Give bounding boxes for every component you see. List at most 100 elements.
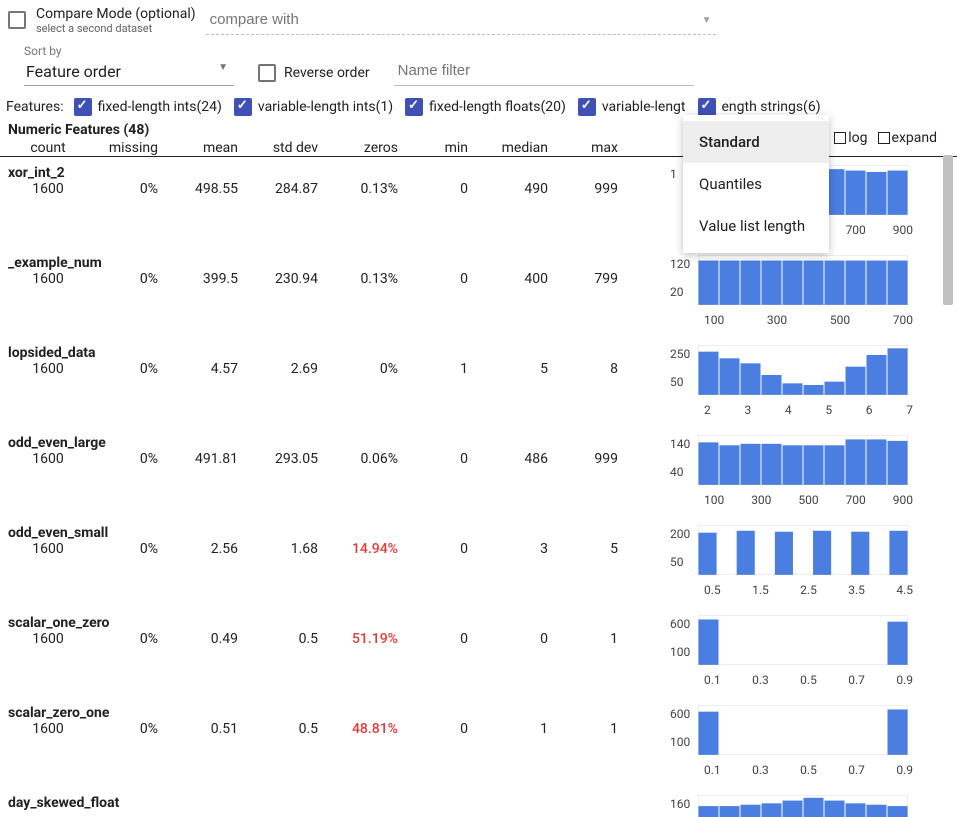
stat-value: 0.13%: [318, 181, 398, 197]
features-label: Features:: [6, 99, 64, 115]
stat-value: 490: [468, 181, 548, 197]
x-tick-label: 500: [830, 313, 850, 327]
compare-with-input[interactable]: [206, 5, 716, 35]
x-tick-label: 4: [785, 403, 792, 417]
dropdown-item[interactable]: Value list length: [683, 205, 829, 247]
feature-name[interactable]: _example_num: [8, 255, 648, 271]
log-label: log: [848, 130, 867, 146]
column-header[interactable]: min: [398, 140, 468, 156]
column-header[interactable]: max: [548, 140, 618, 156]
stat-value: 0: [468, 631, 548, 647]
stat-value: 4.57: [158, 361, 238, 377]
stat-value: 486: [468, 451, 548, 467]
feature-name[interactable]: odd_even_small: [8, 525, 648, 541]
histogram-chart[interactable]: 6001000.10.30.50.70.9: [698, 615, 919, 687]
column-header[interactable]: count: [8, 140, 88, 156]
log-toggle[interactable]: log: [834, 130, 867, 146]
x-tick-label: 700: [846, 493, 866, 507]
feature-name[interactable]: odd_even_large: [8, 435, 648, 451]
reverse-order-label: Reverse order: [284, 65, 370, 81]
chevron-down-icon[interactable]: ▼: [702, 15, 712, 26]
feature-name[interactable]: day_skewed_float: [8, 795, 648, 811]
feature-filter-item[interactable]: ength strings(6): [698, 98, 821, 116]
expand-label: expand: [892, 130, 937, 146]
histogram-chart[interactable]: 200500.51.52.53.54.5: [698, 525, 919, 597]
feature-filter-label: fixed-length floats(20): [429, 99, 566, 115]
y-tick-label: 120: [670, 257, 690, 271]
x-tick-label: 3: [744, 403, 751, 417]
stat-value: 230.94: [238, 271, 318, 287]
x-tick-label: 0.1: [704, 673, 721, 687]
feature-filter-item[interactable]: variable-length ints(1): [234, 98, 393, 116]
feature-filter-item[interactable]: variable-lengt: [578, 98, 686, 116]
feature-name[interactable]: scalar_one_zero: [8, 615, 648, 631]
feature-row: day_skewed_float 160: [0, 787, 957, 817]
histogram-chart[interactable]: 6001000.10.30.50.70.9: [698, 705, 919, 777]
stat-value: 0: [398, 541, 468, 557]
chart-type-dropdown: StandardQuantilesValue list length: [683, 115, 829, 253]
x-tick-label: 500: [798, 493, 818, 507]
stat-value: 48.81%: [318, 721, 398, 737]
stat-value: 1600: [8, 721, 88, 737]
column-header[interactable]: zeros: [318, 140, 398, 156]
y-tick-label: 50: [670, 375, 690, 389]
scrollbar-thumb[interactable]: [943, 155, 953, 305]
column-header[interactable]: median: [468, 140, 548, 156]
x-tick-label: 4.5: [896, 583, 913, 597]
feature-filter-label: fixed-length ints(24): [98, 99, 222, 115]
stat-value: 1600: [8, 451, 88, 467]
stat-value: 0: [398, 721, 468, 737]
feature-filter-checkbox[interactable]: [405, 98, 423, 116]
stat-value: 0%: [88, 451, 158, 467]
stat-value: 0%: [88, 541, 158, 557]
y-tick-label: 160: [670, 797, 690, 811]
dropdown-item[interactable]: Standard: [683, 121, 829, 163]
x-tick-label: 2: [704, 403, 711, 417]
column-header[interactable]: mean: [158, 140, 238, 156]
feature-filter-checkbox[interactable]: [74, 98, 92, 116]
stat-value: 0: [398, 631, 468, 647]
y-tick-label: 600: [670, 617, 690, 631]
stat-value: 1600: [8, 541, 88, 557]
x-tick-label: 1.5: [752, 583, 769, 597]
feature-filter-checkbox[interactable]: [234, 98, 252, 116]
x-tick-label: 900: [893, 493, 913, 507]
compare-mode-checkbox[interactable]: [8, 11, 26, 29]
y-tick-label: 140: [670, 437, 690, 451]
histogram-chart[interactable]: 12020100300500700: [698, 255, 919, 327]
y-tick-label: 1: [670, 167, 677, 181]
feature-name[interactable]: scalar_zero_one: [8, 705, 648, 721]
stat-value: 0%: [88, 181, 158, 197]
y-tick-label: 600: [670, 707, 690, 721]
stat-value: 2.56: [158, 541, 238, 557]
stat-value: 0: [398, 271, 468, 287]
expand-toggle[interactable]: expand: [878, 130, 937, 146]
stat-value: 498.55: [158, 181, 238, 197]
feature-filter-item[interactable]: fixed-length ints(24): [74, 98, 222, 116]
stat-value: 1600: [8, 271, 88, 287]
x-tick-label: 0.5: [704, 583, 721, 597]
column-header[interactable]: missing: [88, 140, 158, 156]
feature-name[interactable]: lopsided_data: [8, 345, 648, 361]
histogram-chart[interactable]: 14040100300500700900: [698, 435, 919, 507]
y-tick-label: 100: [670, 735, 690, 749]
reverse-order-checkbox[interactable]: [258, 64, 276, 82]
dropdown-item[interactable]: Quantiles: [683, 163, 829, 205]
feature-rows-container[interactable]: xor_int_216000%498.55284.870.13%04909991…: [0, 157, 957, 817]
feature-filter-item[interactable]: fixed-length floats(20): [405, 98, 566, 116]
sort-by-select[interactable]: Feature order: [24, 58, 234, 86]
y-tick-label: 40: [670, 465, 690, 479]
x-tick-label: 3.5: [848, 583, 865, 597]
histogram-chart[interactable]: 25050234567: [698, 345, 919, 417]
stat-value: 0: [398, 181, 468, 197]
feature-filter-checkbox[interactable]: [578, 98, 596, 116]
column-header[interactable]: std dev: [238, 140, 318, 156]
name-filter-input[interactable]: [394, 56, 694, 86]
scrollbar[interactable]: [943, 155, 955, 805]
stat-value: 284.87: [238, 181, 318, 197]
feature-name[interactable]: xor_int_2: [8, 165, 648, 181]
x-tick-label: 0.5: [800, 673, 817, 687]
compare-label-text: Compare Mode (optional): [36, 6, 196, 22]
feature-filter-checkbox[interactable]: [698, 98, 716, 116]
stat-value: 0.51: [158, 721, 238, 737]
